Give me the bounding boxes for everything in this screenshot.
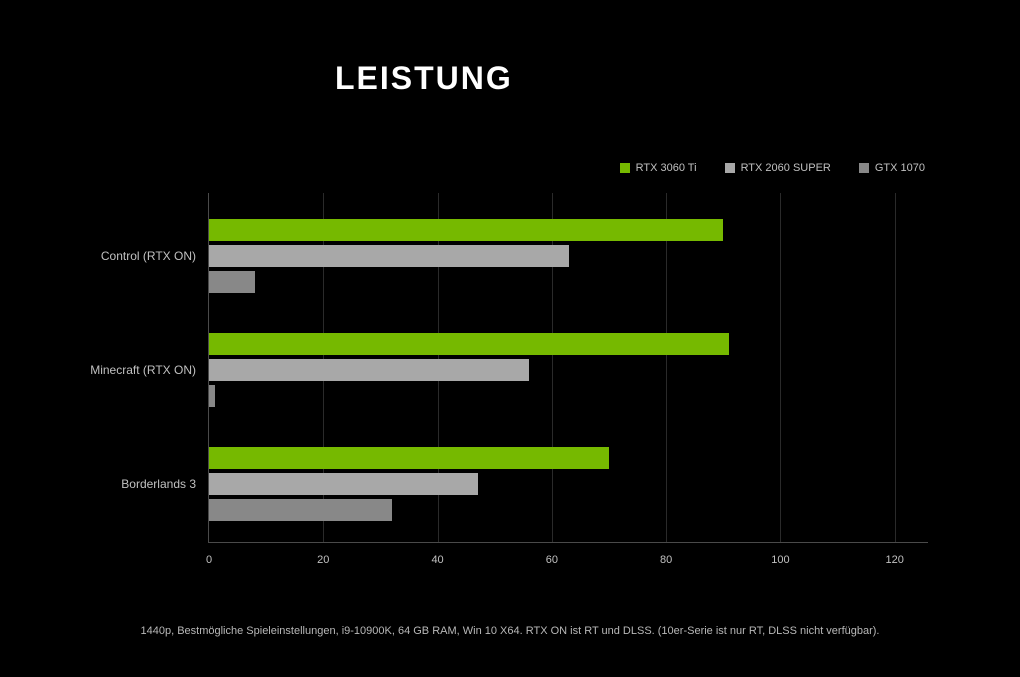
x-tick-label: 80 xyxy=(660,554,672,566)
grid-line xyxy=(780,193,781,542)
bar xyxy=(209,271,255,293)
bar xyxy=(209,359,529,381)
bar xyxy=(209,219,723,241)
legend-item: GTX 1070 xyxy=(859,162,925,174)
bar xyxy=(209,385,215,407)
bar xyxy=(209,245,569,267)
legend-label: RTX 3060 Ti xyxy=(636,162,697,174)
footer-note: 1440p, Bestmögliche Spieleinstellungen, … xyxy=(0,625,1020,637)
x-tick-label: 100 xyxy=(771,554,789,566)
category-label: Control (RTX ON) xyxy=(101,249,196,263)
grid-line xyxy=(895,193,896,542)
bar xyxy=(209,447,609,469)
chart-area: 020406080100120 Control (RTX ON)Minecraf… xyxy=(208,193,928,543)
legend-label: GTX 1070 xyxy=(875,162,925,174)
category-label: Minecraft (RTX ON) xyxy=(90,363,196,377)
x-tick-label: 0 xyxy=(206,554,212,566)
bar xyxy=(209,333,729,355)
plot: 020406080100120 xyxy=(208,193,928,543)
x-tick-label: 20 xyxy=(317,554,329,566)
legend-swatch xyxy=(620,163,630,173)
chart-title: LEISTUNG xyxy=(335,60,513,97)
x-tick-label: 120 xyxy=(886,554,904,566)
x-tick-label: 40 xyxy=(431,554,443,566)
category-label: Borderlands 3 xyxy=(121,477,196,491)
bar xyxy=(209,473,478,495)
legend-item: RTX 3060 Ti xyxy=(620,162,697,174)
legend-swatch xyxy=(859,163,869,173)
bar xyxy=(209,499,392,521)
legend-label: RTX 2060 SUPER xyxy=(741,162,831,174)
legend-swatch xyxy=(725,163,735,173)
legend-item: RTX 2060 SUPER xyxy=(725,162,831,174)
x-tick-label: 60 xyxy=(546,554,558,566)
grid-line xyxy=(666,193,667,542)
legend: RTX 3060 Ti RTX 2060 SUPER GTX 1070 xyxy=(620,162,925,174)
